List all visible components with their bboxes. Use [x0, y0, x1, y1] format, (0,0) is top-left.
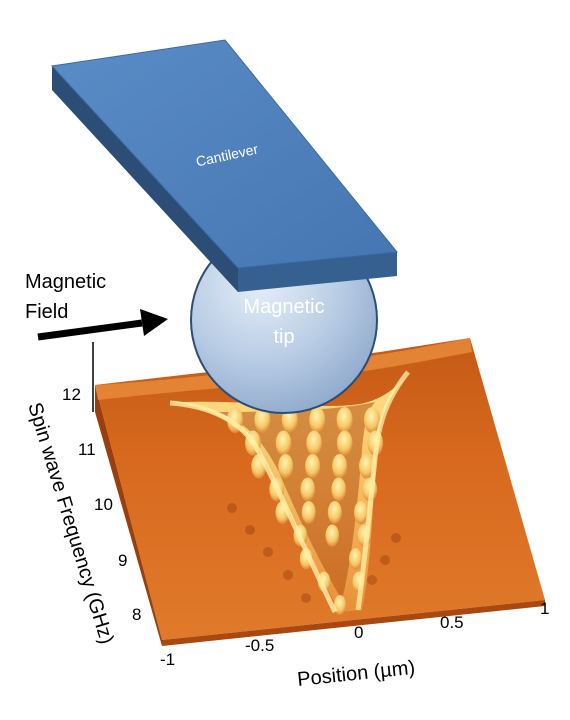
resonance-peak	[309, 407, 326, 433]
dispersion-v-interior	[215, 402, 375, 600]
y-tick: 11	[78, 440, 96, 459]
resonance-peak	[325, 524, 340, 547]
x-tick: 0	[354, 623, 363, 642]
x-tick: -1	[160, 650, 175, 669]
x-axis-ticks: -1 -0.5 0 0.5 1	[160, 599, 549, 669]
x-tick: 1	[540, 599, 549, 618]
x-axis-label: Position (µm)	[296, 657, 416, 691]
resonance-peak	[334, 595, 346, 615]
resonance-peak	[254, 407, 271, 433]
y-tick: 8	[132, 605, 141, 624]
resonance-peak	[327, 501, 342, 524]
magnetic-tip-label-line1: Magnetic	[243, 296, 324, 318]
y-tick: 9	[118, 551, 127, 570]
y-tick: 10	[94, 495, 113, 514]
cantilever: Cantilever	[50, 39, 398, 292]
resonance-peak	[306, 430, 322, 456]
resonance-peak	[332, 454, 348, 479]
magnetic-field-label-line2: Field	[25, 301, 68, 323]
x-tick: -0.5	[245, 636, 274, 655]
magnetic-field-indicator: Magnetic Field	[25, 271, 168, 341]
spin-wave-surface-plot	[95, 338, 545, 646]
surface-front-edge	[162, 600, 545, 646]
cantilever-side-face	[52, 66, 238, 292]
resonance-peak	[336, 430, 353, 456]
x-tick: 0.5	[440, 613, 464, 632]
resonance-peak	[275, 430, 292, 456]
y-axis-ticks: 12 11 10 9 8	[62, 385, 141, 624]
surface-left-edge	[95, 385, 162, 646]
resonance-peak	[331, 477, 347, 502]
magnetic-field-arrow-icon	[37, 309, 168, 341]
resonance-peak	[301, 501, 316, 524]
magnetic-field-label-line1: Magnetic	[25, 271, 106, 293]
resonance-peak	[278, 454, 294, 479]
resonance-peak	[359, 454, 374, 479]
resonance-peak	[354, 501, 368, 524]
resonance-peak	[364, 407, 380, 433]
y-tick: 12	[62, 385, 81, 404]
resonance-peak	[300, 477, 316, 502]
magnetic-tip-label-line2: tip	[273, 326, 294, 348]
left-ridge-highlight	[169, 400, 338, 614]
cantilever-top-face	[50, 39, 398, 269]
right-ridge-highlight	[355, 370, 410, 611]
resonance-peak	[305, 454, 321, 479]
resonance-peak	[336, 407, 353, 433]
cantilever-front-face	[238, 252, 397, 292]
surface-shadow-dots	[227, 503, 401, 603]
resonance-peak	[349, 548, 362, 570]
